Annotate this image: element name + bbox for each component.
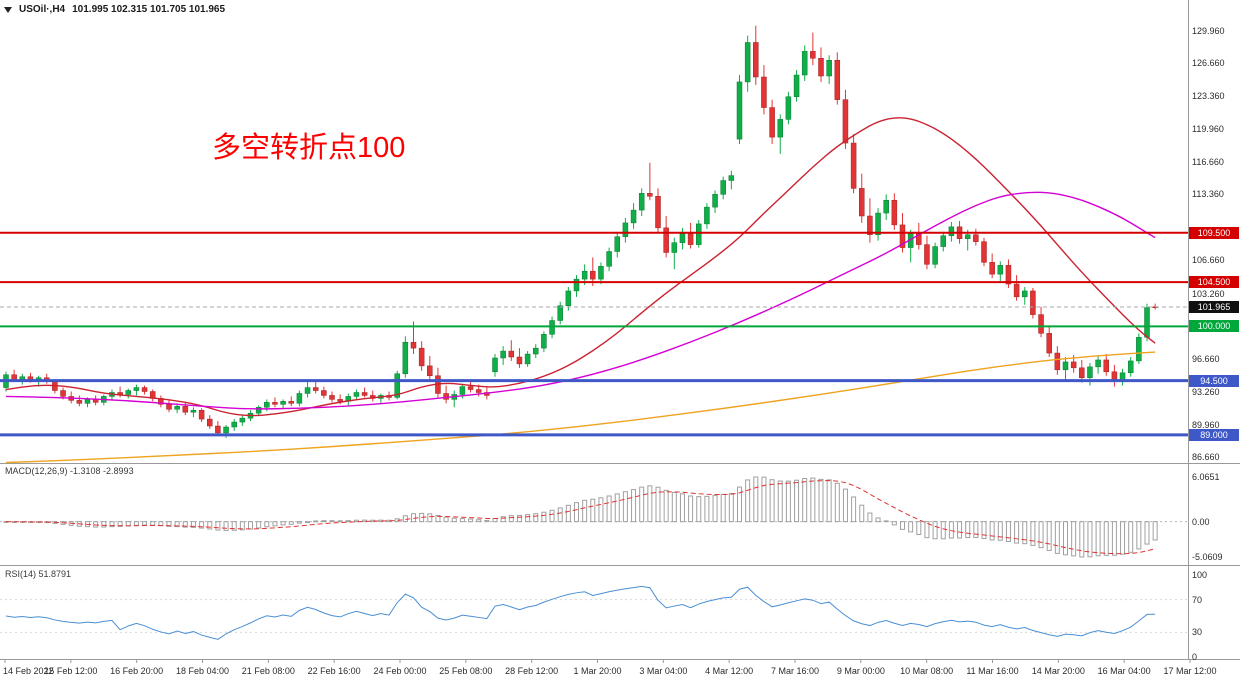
time-axis-label: 16 Feb 20:00 bbox=[110, 666, 164, 676]
price-axis-label: 126.660 bbox=[1192, 58, 1225, 69]
price-axis-label: 93.260 bbox=[1192, 387, 1220, 398]
rsi-line bbox=[5, 585, 1156, 640]
price-axis-label: 113.360 bbox=[1192, 189, 1224, 200]
time-axis-label: 7 Mar 16:00 bbox=[770, 666, 820, 676]
bid-price-badge: 101.965 bbox=[1189, 301, 1239, 314]
price-line-badge: 109.500 bbox=[1189, 226, 1239, 239]
time-axis-label: 21 Feb 08:00 bbox=[241, 666, 295, 676]
time-axis-label: 24 Feb 00:00 bbox=[373, 666, 427, 676]
price-axis-label: 96.660 bbox=[1192, 353, 1220, 364]
time-axis-label: 9 Mar 00:00 bbox=[836, 666, 885, 676]
rsi-axis-label: 0 bbox=[1192, 652, 1198, 662]
time-axis-label: 25 Feb 08:00 bbox=[439, 666, 493, 676]
rsi-axis-label: 100 bbox=[1192, 570, 1208, 580]
ma-fast-line bbox=[5, 117, 1156, 417]
time-axis-label: 16 Mar 04:00 bbox=[1097, 666, 1151, 676]
ma-slow-line bbox=[5, 351, 1156, 464]
time-axis-label: 14 Mar 20:00 bbox=[1031, 666, 1085, 676]
macd-layer bbox=[0, 476, 1188, 558]
time-axis-label: 28 Feb 12:00 bbox=[505, 666, 559, 676]
macd-histogram bbox=[3, 476, 1158, 558]
macd-indicator-label: MACD(12,26,9) -1.3108 -2.8993 bbox=[5, 466, 134, 476]
time-axis-ticks bbox=[4, 659, 1191, 663]
time-axis-label: 17 Mar 12:00 bbox=[1163, 666, 1217, 676]
macd-signal-line bbox=[5, 480, 1156, 555]
panel-separators bbox=[0, 0, 1240, 660]
price-axis-label: 103.260 bbox=[1192, 288, 1225, 299]
time-axis-label: 4 Mar 12:00 bbox=[705, 666, 754, 676]
chart-menu-icon[interactable] bbox=[4, 6, 12, 13]
time-axis-label: 15 Feb 12:00 bbox=[44, 666, 98, 676]
symbol-timeframe-label: USOil·,H4 bbox=[19, 4, 66, 15]
macd-axis-label: 0.00 bbox=[1192, 516, 1210, 527]
price-axis-label: 89.960 bbox=[1192, 419, 1220, 430]
macd-axis-label: -5.0609 bbox=[1192, 552, 1223, 562]
time-axis-label: 1 Mar 20:00 bbox=[573, 666, 622, 676]
time-axis-label: 18 Feb 04:00 bbox=[175, 666, 230, 676]
macd-axis-label: 6.0651 bbox=[1192, 472, 1220, 482]
ma-mid-line bbox=[5, 191, 1156, 410]
time-axis-label: 10 Mar 08:00 bbox=[900, 666, 954, 676]
rsi-axis-label: 30 bbox=[1192, 627, 1203, 638]
chart-annotation-text[interactable]: 多空转折点100 bbox=[212, 132, 406, 164]
price-axis-label: 119.960 bbox=[1192, 124, 1224, 135]
price-axis-label: 123.360 bbox=[1192, 90, 1225, 101]
time-axis-label: 11 Mar 16:00 bbox=[966, 666, 1019, 676]
horizontal-lines-layer[interactable] bbox=[0, 231, 1188, 437]
price-axis-label: 86.660 bbox=[1192, 452, 1220, 463]
price-axis-label: 116.660 bbox=[1192, 156, 1224, 167]
rsi-layer bbox=[0, 585, 1188, 640]
chart-header: USOil·,H4 101.995 102.315 101.705 101.96… bbox=[4, 4, 225, 15]
moving-averages-layer bbox=[5, 117, 1156, 464]
price-line-badge: 100.000 bbox=[1189, 320, 1239, 333]
price-line-badge: 94.500 bbox=[1189, 374, 1239, 387]
price-line-badge: 89.000 bbox=[1189, 428, 1239, 441]
rsi-axis-label: 70 bbox=[1192, 594, 1203, 605]
rsi-indicator-label: RSI(14) 51.8791 bbox=[5, 569, 72, 579]
time-axis-label: 14 Feb 2022 bbox=[3, 666, 54, 676]
time-axis-label: 3 Mar 04:00 bbox=[639, 666, 688, 676]
price-axis-label: 106.660 bbox=[1192, 255, 1225, 266]
price-axis-label: 129.960 bbox=[1192, 25, 1225, 36]
price-line-badge: 104.500 bbox=[1189, 276, 1239, 289]
ohlc-values-label: 101.995 102.315 101.705 101.965 bbox=[72, 4, 226, 15]
time-axis-label: 22 Feb 16:00 bbox=[307, 666, 361, 676]
